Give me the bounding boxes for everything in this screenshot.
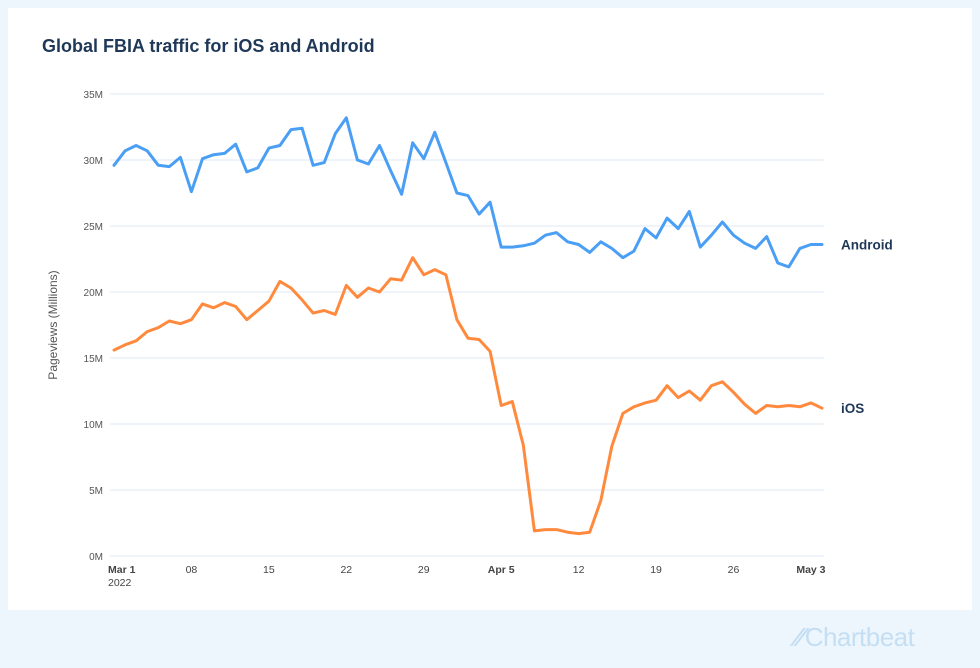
chartbeat-logo-icon: ⁄⁄ [795, 622, 803, 652]
x-tick-label: 22 [340, 564, 352, 576]
x-tick-label: Mar 1 [108, 564, 136, 576]
chart-title: Global FBIA traffic for iOS and Android [42, 36, 375, 56]
x-tick-label: 15 [263, 564, 275, 576]
series-line-ios [112, 256, 824, 536]
y-tick-label: 5M [89, 486, 103, 497]
y-tick-label: 0M [89, 552, 103, 563]
x-tick-label: 12 [573, 564, 585, 576]
x-tick-label: 26 [728, 564, 740, 576]
chart-card [8, 8, 972, 610]
y-tick-label: 30M [84, 156, 103, 167]
x-tick-label: 08 [186, 564, 198, 576]
y-tick-label: 15M [84, 354, 103, 365]
chartbeat-logo: ⁄⁄Chartbeat [795, 622, 915, 653]
x-tick-label: 19 [650, 564, 662, 576]
x-tick-label: 29 [418, 564, 430, 576]
y-tick-label: 10M [84, 420, 103, 431]
x-tick-year: 2022 [108, 577, 132, 589]
chartbeat-logo-text: Chartbeat [804, 622, 915, 652]
x-tick-label: May 3 [796, 564, 825, 576]
series-label-ios: iOS [841, 401, 864, 416]
y-tick-label: 20M [84, 288, 103, 299]
y-axis-label: Pageviews (Millions) [46, 270, 60, 379]
y-tick-label: 35M [84, 90, 103, 101]
series-line-android [112, 116, 824, 269]
y-tick-label: 25M [84, 222, 103, 233]
series-label-android: Android [841, 237, 893, 252]
x-tick-label: Apr 5 [488, 564, 515, 576]
